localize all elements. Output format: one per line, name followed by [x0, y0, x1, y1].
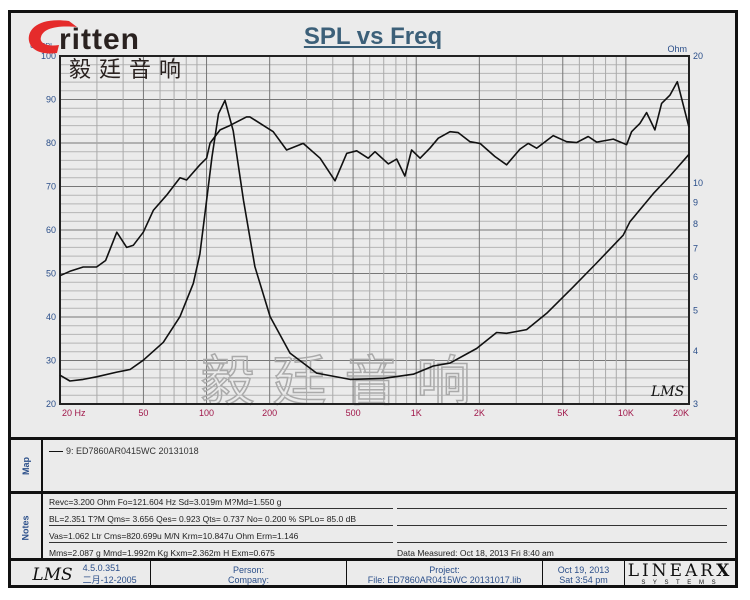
print-time: Sat 3:54 pm: [559, 574, 608, 585]
brand-sub: S Y S T E M S: [641, 580, 719, 586]
notes-label: Notes: [20, 514, 31, 541]
legend-line-icon: [49, 451, 63, 453]
x-tick-label: 20K: [673, 408, 689, 418]
footer-version: LMS 4.5.0.351 二月-12-2005: [11, 561, 151, 588]
y-right-tick-label: 8: [693, 219, 698, 229]
y-left-tick-label: 100: [41, 51, 56, 61]
y-left-tick-label: 40: [46, 312, 56, 322]
project-label: Project:: [429, 564, 460, 575]
y-right-axis-label: Ohm: [667, 44, 687, 54]
x-tick-label: 100: [199, 408, 214, 418]
legend-entry-text: 9: ED7860AR0415WC 20131018: [66, 446, 199, 456]
impedance-curve: [59, 99, 690, 382]
logo-swoosh-icon: [28, 20, 77, 54]
footer: LMS 4.5.0.351 二月-12-2005 Person: Company:…: [11, 558, 735, 588]
y-left-tick-label: 20: [46, 399, 56, 409]
y-right-tick-label: 7: [693, 244, 698, 254]
footer-person: Person: Company:: [151, 561, 347, 588]
x-tick-label: 5K: [557, 408, 568, 418]
note-right-1: [397, 496, 727, 509]
footer-date: Oct 19, 2013 Sat 3:54 pm: [543, 561, 625, 588]
eritten-logo: ritten 毅廷音响: [19, 15, 219, 87]
y-left-tick-label: 80: [46, 138, 56, 148]
x-tick-label: 20 Hz: [62, 408, 86, 418]
print-date: Oct 19, 2013: [557, 564, 610, 575]
y-left-tick-label: 60: [46, 225, 56, 235]
y-right-tick-label: 10: [693, 178, 703, 188]
x-tick-label: 200: [262, 408, 277, 418]
notes-section: Notes Revc=3.200 Ohm Fo=121.604 Hz Sd=3.…: [11, 491, 735, 561]
brand-x: X: [716, 561, 733, 581]
y-left-tick-label: 90: [46, 95, 56, 105]
map-section: Map 9: ED7860AR0415WC 20131018: [11, 437, 735, 491]
x-tick-label: 500: [346, 408, 361, 418]
brand-text: LINEAR: [627, 561, 717, 581]
y-left-tick-label: 50: [46, 269, 56, 279]
version-text: 4.5.0.351: [82, 563, 121, 573]
lms-signature: LMS: [650, 384, 684, 400]
lms-logo: LMS: [32, 564, 73, 585]
legend-entry: 9: ED7860AR0415WC 20131018: [49, 446, 199, 456]
chart-title: SPL vs Freq: [303, 23, 443, 50]
build-date: 二月-12-2005: [82, 575, 137, 585]
logo-text: ritten: [59, 23, 140, 56]
plot-border: [59, 55, 690, 405]
footer-project: Project: File: ED7860AR0415WC 20131017.l…: [347, 561, 543, 588]
y-right-tick-label: 5: [693, 305, 698, 315]
x-tick-label: 1K: [411, 408, 422, 418]
note-line-1: Revc=3.200 Ohm Fo=121.604 Hz Sd=3.019m M…: [49, 496, 393, 509]
spl-curve: [59, 80, 690, 277]
spl-chart: 毅廷音响 20 Hz 50 100 200 500 1K 2K 5K 10K 20K 20 30 40 50…: [30, 43, 703, 418]
y-right-tick-label: 6: [693, 272, 698, 282]
company-label: Company:: [227, 574, 270, 585]
note-right-3: [397, 530, 727, 543]
note-right-2: [397, 513, 727, 526]
chart-panel: 毅廷音响 20 Hz 50 100 200 500 1K 2K 5K 10K 20K 20 30 40 50…: [11, 13, 735, 437]
x-tick-label: 50: [138, 408, 148, 418]
note-line-3: Vas=1.062 Ltr Cms=820.699u M/N Krm=10.84…: [49, 530, 393, 543]
y-right-tick-label: 3: [693, 399, 698, 409]
y-right-tick-label: 4: [693, 346, 698, 356]
y-left-tick-label: 30: [46, 356, 56, 366]
x-tick-label: 2K: [474, 408, 485, 418]
y-left-tick-label: 70: [46, 182, 56, 192]
map-label: Map: [21, 456, 31, 475]
y-right-tick-label: 20: [693, 51, 703, 61]
x-tick-label: 10K: [618, 408, 634, 418]
person-label: Person:: [232, 564, 265, 575]
note-line-2: BL=2.351 T?M Qms= 3.656 Qes= 0.923 Qts= …: [49, 513, 393, 526]
report-frame: 毅廷音响 20 Hz 50 100 200 500 1K 2K 5K 10K 20K 20 30 40 50…: [8, 10, 738, 588]
y-right-tick-label: 9: [693, 197, 698, 207]
logo-chinese: 毅廷音响: [69, 58, 190, 83]
file-name: File: ED7860AR0415WC 20131017.lib: [367, 574, 522, 585]
linearx-logo: LINEARX S Y S T E M S: [625, 561, 735, 588]
